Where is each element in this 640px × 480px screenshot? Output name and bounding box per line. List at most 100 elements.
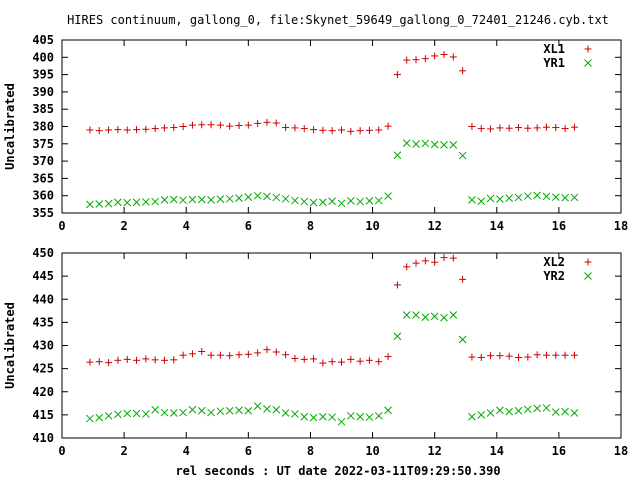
data-point [393,151,402,160]
data-point [188,405,197,414]
y-tick-label: 390 [32,85,54,99]
data-point [170,124,178,132]
data-point [356,357,364,365]
data-point [216,195,225,204]
data-point [133,126,141,134]
data-point [225,406,234,415]
data-point [281,409,290,417]
data-point [253,191,262,200]
x-axis-label: rel seconds : UT date 2022-03-11T09:29:5… [175,464,500,478]
data-point [486,194,495,203]
data-point [468,353,476,361]
data-point [337,417,346,426]
data-point [328,358,336,366]
data-point [263,118,271,126]
y-tick-label: 360 [32,189,54,203]
data-point [132,409,141,418]
data-point [440,51,448,59]
x-tick-label: 0 [58,444,65,458]
data-point [216,351,224,359]
data-point [300,197,309,206]
data-point [524,353,532,361]
legend-marker [584,45,592,53]
data-point [505,407,514,416]
data-point [458,335,467,344]
data-point [272,348,280,356]
data-point [235,194,243,202]
data-point [141,410,150,418]
data-point [346,411,355,420]
data-point [570,351,578,359]
data-point [356,127,364,135]
y-tick-label: 415 [32,408,54,422]
data-point [104,199,113,208]
data-point [282,351,290,359]
x-tick-label: 16 [552,219,566,233]
data-point [551,408,560,416]
data-point [505,194,514,202]
data-point [114,126,122,134]
data-point [393,332,402,341]
data-point [198,121,206,129]
data-point [216,121,224,129]
y-tick-label: 405 [32,33,54,47]
data-point [281,194,290,203]
data-point [105,359,113,367]
y-tick-label: 445 [32,269,54,283]
data-point [374,411,383,420]
data-point [86,358,94,366]
data-point [458,151,467,160]
data-point [542,404,551,412]
x-tick-label: 10 [365,219,379,233]
y-tick-label: 430 [32,339,54,353]
data-point [496,195,504,204]
data-point [533,191,542,200]
data-point [244,193,253,201]
x-tick-label: 2 [120,444,127,458]
data-point [123,355,131,363]
data-point [570,193,579,202]
legend-label: YR2 [543,269,565,283]
data-point [272,119,280,127]
data-point [160,356,168,364]
data-point [291,354,299,362]
data-point [533,351,541,359]
data-point [319,126,327,134]
data-point [272,405,281,414]
y-tick-label: 440 [32,292,54,306]
data-point [496,406,504,415]
data-point [169,195,178,204]
data-point [235,121,243,129]
data-point [151,125,159,133]
data-point [310,355,318,363]
x-tick-label: 8 [307,444,314,458]
data-point [459,67,467,75]
data-point [207,408,215,417]
x-tick-label: 18 [614,444,628,458]
data-point [226,352,234,360]
data-point [514,193,523,202]
data-point [244,121,252,129]
y-tick-label: 355 [32,206,54,220]
y-tick-label: 420 [32,385,54,399]
data-point [505,124,513,132]
data-point [561,125,569,133]
series-yr1 [86,139,579,209]
data-point [440,313,448,322]
data-point [244,406,253,415]
data-point [477,197,486,206]
data-point [216,407,225,416]
data-point [123,409,132,418]
data-point [384,192,392,200]
data-point [160,124,168,132]
data-point [449,311,458,319]
data-point [253,402,262,410]
data-point [542,351,550,359]
data-point [337,199,346,208]
x-tick-label: 14 [490,444,504,458]
data-point [338,358,345,366]
y-tick-label: 385 [32,102,54,116]
legend-marker [584,272,592,280]
x-tick-label: 10 [365,444,379,458]
y-tick-label: 380 [32,120,54,134]
